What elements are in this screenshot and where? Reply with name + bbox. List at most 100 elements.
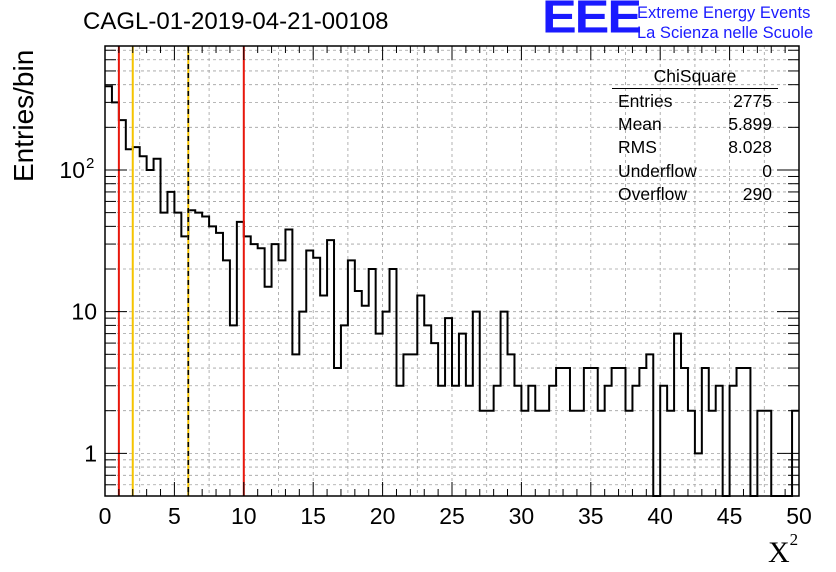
histogram-bin — [410, 354, 417, 496]
histogram-bin — [403, 354, 410, 496]
histogram-bin — [549, 386, 556, 496]
histogram-bin — [251, 244, 258, 496]
histogram-bin — [591, 368, 598, 496]
stats-value: 290 — [742, 183, 772, 204]
stats-value: 2775 — [733, 91, 772, 111]
stats-row-entries: Entries 2775 — [612, 90, 780, 113]
histogram-bin — [181, 236, 188, 496]
stats-title: ChiSquare — [612, 66, 778, 89]
histogram-bin — [743, 368, 750, 496]
histogram-bin — [702, 368, 709, 496]
histogram-bin — [209, 226, 216, 496]
stats-label: Overflow — [618, 183, 688, 204]
histogram-bin — [272, 244, 279, 496]
histogram-bin — [632, 386, 639, 496]
histogram-bin — [299, 312, 306, 496]
histogram-bin — [223, 260, 230, 496]
histogram-bin — [334, 368, 341, 496]
histogram-bin — [147, 170, 154, 496]
y-tick-label: 1 — [84, 440, 97, 466]
threshold-lines — [117, 46, 245, 496]
histogram-bin — [501, 312, 508, 496]
y-tick-label-exponent: 2 — [86, 155, 94, 172]
stats-label: Mean — [618, 114, 662, 135]
histogram-bin — [154, 159, 161, 496]
x-tick-label: 45 — [717, 503, 743, 529]
histogram-bin — [737, 368, 744, 496]
x-tick-label: 30 — [509, 503, 535, 529]
eee-logo-letters: EEE — [542, 0, 642, 44]
histogram-bin — [369, 269, 376, 496]
stats-label: Entries — [618, 91, 673, 111]
histogram-bin — [216, 233, 223, 496]
histogram-bin — [563, 368, 570, 496]
histogram-outline — [105, 85, 799, 497]
histogram-bin — [292, 354, 299, 496]
logo-line-2: La Scienza nelle Scuole — [637, 24, 814, 42]
y-tick-label: 10 — [71, 299, 97, 325]
histogram-bin — [383, 312, 390, 496]
histogram-bin — [313, 258, 320, 496]
histogram-bin — [508, 354, 515, 496]
chart-title: CAGL-01-2019-04-21-00108 — [83, 8, 389, 35]
histogram-bin — [660, 386, 667, 496]
histogram-bin — [306, 251, 313, 496]
y-tick-label: 10 — [59, 157, 85, 183]
histogram-bin — [390, 269, 397, 496]
histogram-bin — [473, 312, 480, 496]
histogram-bin — [528, 386, 535, 496]
axis-ticks — [104, 46, 800, 497]
histogram-bin — [244, 236, 251, 496]
histogram-bin — [556, 368, 563, 496]
histogram-bin — [730, 386, 737, 496]
histogram-bin — [396, 386, 403, 496]
histogram-bin — [167, 192, 174, 496]
histogram-bin — [355, 291, 362, 496]
histogram-bin — [285, 230, 292, 496]
histogram-bin — [348, 260, 355, 496]
histogram-bin — [445, 318, 452, 496]
histogram-bin — [452, 386, 459, 496]
histogram-bin — [279, 260, 286, 496]
histogram-bin — [376, 334, 383, 496]
histogram-bin — [619, 368, 626, 496]
histogram-bin — [112, 102, 119, 496]
histogram-bin — [674, 334, 681, 496]
histogram-bin — [639, 368, 646, 496]
x-tick-label: 35 — [578, 503, 604, 529]
x-tick-label: 5 — [168, 503, 181, 529]
histogram-bars — [105, 85, 799, 497]
x-axis-label-exp: 2 — [789, 530, 799, 549]
stats-row-rms: RMS 8.028 — [612, 136, 780, 159]
x-tick-label: 40 — [647, 503, 673, 529]
stats-value: 0 — [762, 160, 772, 181]
x-tick-label: 10 — [231, 503, 257, 529]
x-tick-label: 0 — [99, 503, 112, 529]
histogram-bin — [133, 147, 140, 496]
histogram-bin — [105, 86, 112, 496]
x-axis-label-base: X — [768, 536, 790, 569]
stats-value: 5.899 — [728, 114, 772, 135]
histogram-bin — [438, 386, 445, 496]
x-tick-label: 50 — [786, 503, 812, 529]
logo-line-1: Extreme Energy Events — [637, 4, 811, 22]
eee-logo: EEE — [542, 0, 642, 44]
histogram-bin — [202, 216, 209, 496]
stats-label: RMS — [618, 137, 657, 158]
histogram-bin — [237, 222, 244, 496]
stats-row-mean: Mean 5.899 — [612, 113, 780, 136]
histogram-bin — [681, 368, 688, 496]
histogram-bin — [646, 354, 653, 496]
x-tick-labels: 0 5 10 15 20 25 30 35 40 45 50 — [99, 503, 812, 529]
histogram-bin — [140, 156, 147, 496]
stats-box: ChiSquare Entries 2775 Mean 5.899 RMS 8.… — [612, 66, 780, 206]
histogram-bin — [494, 386, 501, 496]
histogram-bin — [605, 386, 612, 496]
histogram-bin — [258, 248, 265, 496]
stats-label: Underflow — [618, 160, 697, 181]
stats-row-overflow: Overflow 290 — [612, 183, 780, 206]
histogram-bin — [466, 386, 473, 496]
x-tick-label: 15 — [300, 503, 326, 529]
histogram-bin — [431, 343, 438, 496]
